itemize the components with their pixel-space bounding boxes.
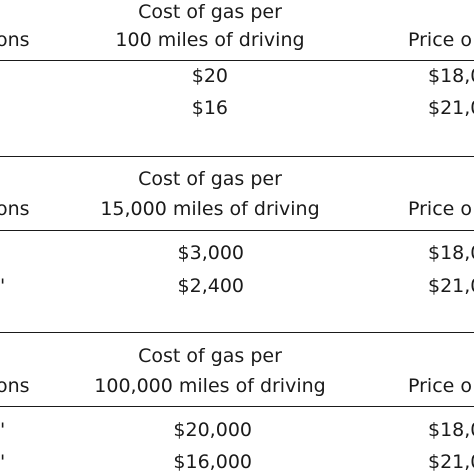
table-row-2-cost: $16 bbox=[191, 97, 228, 119]
table-row-2-price: $21,0 bbox=[428, 451, 474, 473]
col2-header-line1: Cost of gas per bbox=[138, 168, 282, 190]
col2-header-line2: 100 miles of driving bbox=[115, 29, 305, 51]
header-rule bbox=[0, 60, 474, 61]
table-row-2-price: $21,0 bbox=[428, 275, 474, 297]
col2-header-line2: 100,000 miles of driving bbox=[94, 375, 326, 397]
col2-header-line1: Cost of gas per bbox=[138, 345, 282, 367]
col2-header-line2: 15,000 miles of driving bbox=[100, 198, 320, 220]
table-row-2-price: $21,0 bbox=[428, 97, 474, 119]
table-row-2-label: ' bbox=[0, 451, 6, 473]
table-row-1-cost: $20 bbox=[191, 65, 228, 87]
table-row-1-price: $18,0 bbox=[428, 65, 474, 87]
table-row-2-cost: $16,000 bbox=[173, 451, 252, 473]
col1-header: ons bbox=[0, 198, 30, 220]
table-row-1-price: $18,0 bbox=[428, 419, 474, 441]
table-row-1-cost: $3,000 bbox=[177, 242, 244, 264]
header-rule bbox=[0, 230, 474, 231]
col1-header: ons bbox=[0, 29, 30, 51]
table-1-bottom-rule bbox=[0, 156, 474, 157]
table-row-1-label: ' bbox=[0, 419, 6, 441]
col3-header: Price o bbox=[408, 198, 473, 220]
table-row-1-price: $18,0 bbox=[428, 242, 474, 264]
col3-header: Price o bbox=[408, 375, 473, 397]
header-rule bbox=[0, 406, 474, 407]
col3-header: Price o bbox=[408, 29, 473, 51]
table-row-2-label: ' bbox=[0, 275, 6, 297]
col1-header: ons bbox=[0, 375, 30, 397]
table-row-1-cost: $20,000 bbox=[173, 419, 252, 441]
table-row-2-cost: $2,400 bbox=[177, 275, 244, 297]
table-2-bottom-rule bbox=[0, 332, 474, 333]
col2-header-line1: Cost of gas per bbox=[138, 1, 282, 23]
